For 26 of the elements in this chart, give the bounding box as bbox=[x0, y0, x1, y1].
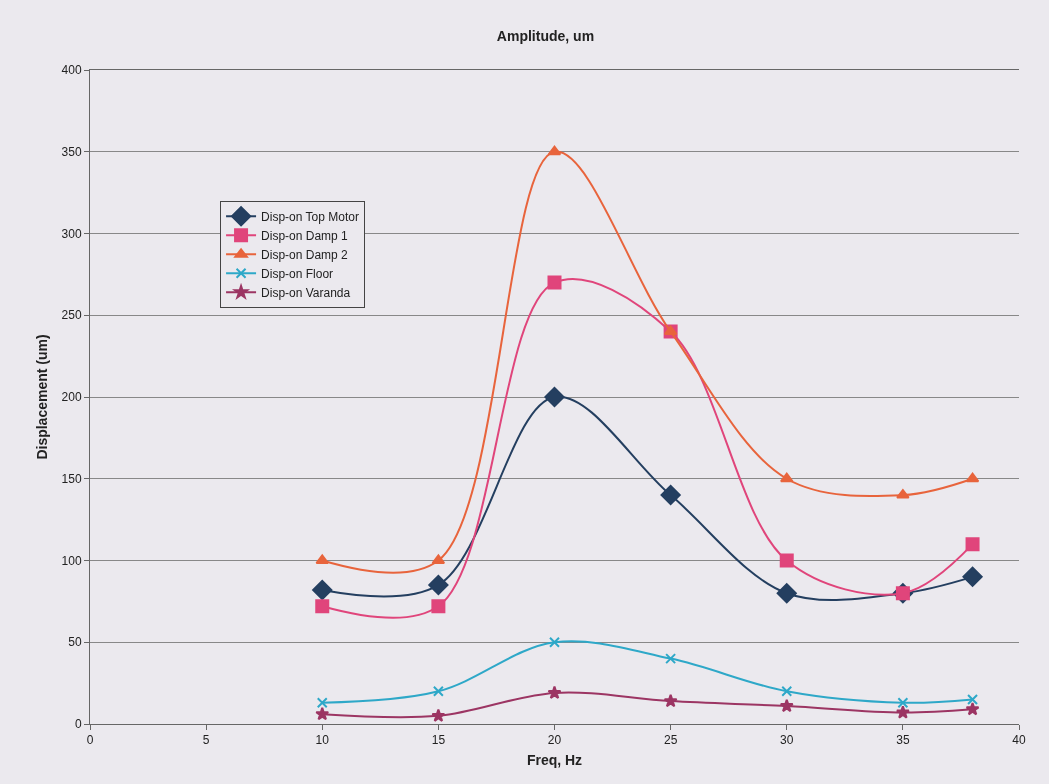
y-tick-label: 50 bbox=[68, 635, 82, 650]
x-tick-label: 15 bbox=[431, 733, 446, 748]
y-tick-label: 100 bbox=[61, 553, 82, 568]
legend-label: Disp-on Damp 2 bbox=[261, 247, 349, 262]
y-tick-label: 300 bbox=[61, 226, 82, 241]
y-tick-label: 0 bbox=[74, 717, 82, 732]
x-tick-label: 10 bbox=[315, 733, 330, 748]
y-tick-label: 350 bbox=[61, 144, 82, 159]
legend-label: Disp-on Damp 1 bbox=[261, 228, 349, 243]
x-axis-title: Freq, Hz bbox=[526, 751, 583, 768]
x-tick-label: 35 bbox=[896, 733, 910, 748]
x-tick-label: 5 bbox=[202, 733, 210, 748]
y-tick-label: 150 bbox=[61, 471, 82, 486]
x-tick-label: 40 bbox=[1012, 733, 1026, 748]
legend-label: Disp-on Top Motor bbox=[261, 209, 359, 224]
legend-label: Disp-on Varanda bbox=[261, 285, 351, 300]
x-tick-label: 25 bbox=[663, 733, 678, 748]
x-tick-label: 30 bbox=[780, 733, 794, 748]
chart-title: Amplitude, um bbox=[496, 28, 595, 45]
x-tick-label: 0 bbox=[86, 733, 94, 748]
y-tick-label: 200 bbox=[61, 390, 82, 405]
legend-label: Disp-on Floor bbox=[261, 266, 334, 281]
y-tick-label: 400 bbox=[61, 63, 82, 78]
x-tick-label: 20 bbox=[547, 733, 562, 748]
y-axis-title: Displacement (um) bbox=[34, 334, 51, 460]
y-tick-label: 250 bbox=[61, 308, 82, 323]
